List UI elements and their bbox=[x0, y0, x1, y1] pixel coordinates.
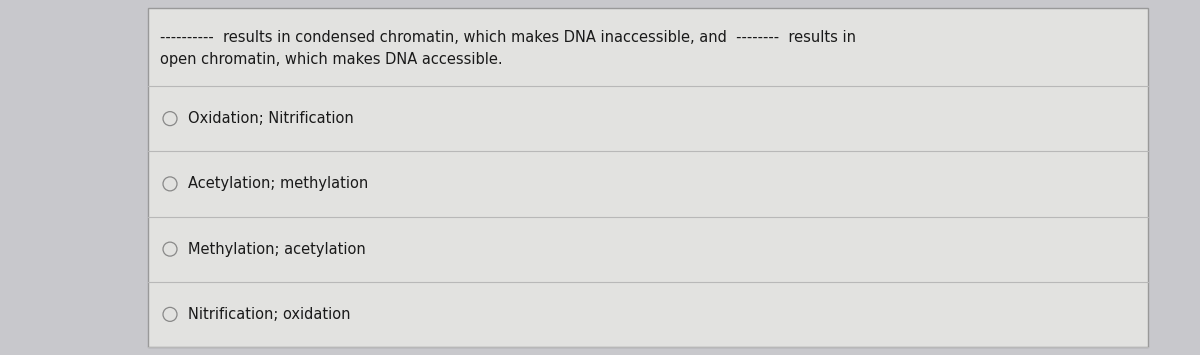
Text: Methylation; acetylation: Methylation; acetylation bbox=[188, 242, 366, 257]
Text: Oxidation; Nitrification: Oxidation; Nitrification bbox=[188, 111, 354, 126]
Bar bbox=[148, 8, 1148, 347]
Text: Nitrification; oxidation: Nitrification; oxidation bbox=[188, 307, 350, 322]
Text: open chromatin, which makes DNA accessible.: open chromatin, which makes DNA accessib… bbox=[160, 52, 503, 67]
Text: ----------  results in condensed chromatin, which makes DNA inaccessible, and  -: ---------- results in condensed chromati… bbox=[160, 30, 856, 45]
Text: Acetylation; methylation: Acetylation; methylation bbox=[188, 176, 368, 191]
